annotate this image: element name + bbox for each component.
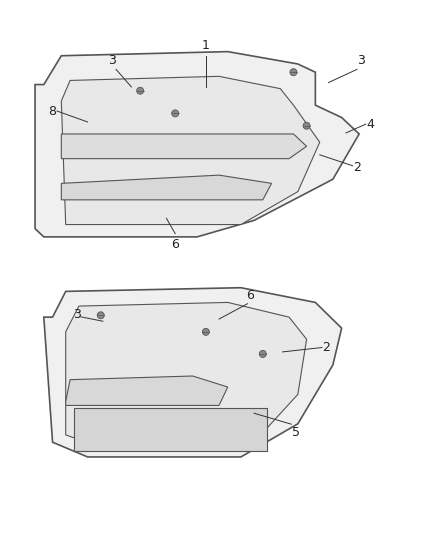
Text: 8: 8	[49, 104, 57, 117]
PathPatch shape	[44, 288, 342, 457]
Text: 2: 2	[353, 161, 361, 174]
Text: 3: 3	[357, 54, 365, 67]
Ellipse shape	[118, 178, 145, 189]
Bar	[175, 322, 237, 358]
PathPatch shape	[66, 376, 228, 406]
Circle shape	[303, 122, 310, 129]
Circle shape	[290, 69, 297, 76]
Circle shape	[172, 110, 179, 117]
PathPatch shape	[61, 175, 272, 200]
Ellipse shape	[188, 408, 250, 439]
PathPatch shape	[61, 76, 320, 224]
Text: 6: 6	[171, 238, 179, 251]
Ellipse shape	[99, 381, 138, 400]
Bar	[180, 326, 228, 338]
Text: 4: 4	[366, 118, 374, 131]
Text: 6: 6	[247, 288, 254, 302]
Bar	[74, 408, 267, 451]
PathPatch shape	[66, 302, 307, 446]
Circle shape	[259, 350, 266, 358]
Bar	[164, 111, 195, 125]
Bar	[123, 86, 201, 130]
Text: 2: 2	[322, 341, 330, 354]
Text: 3: 3	[108, 54, 116, 67]
Bar	[164, 94, 195, 108]
Bar	[180, 341, 228, 353]
Ellipse shape	[118, 207, 145, 217]
Text: 5: 5	[292, 426, 300, 439]
PathPatch shape	[61, 134, 307, 159]
Bar	[127, 94, 158, 108]
Circle shape	[97, 312, 104, 319]
Ellipse shape	[66, 178, 92, 189]
Ellipse shape	[66, 207, 92, 217]
Bar	[127, 111, 158, 125]
Circle shape	[137, 87, 144, 94]
PathPatch shape	[35, 52, 359, 237]
Text: 3: 3	[73, 308, 81, 321]
Text: 1: 1	[202, 39, 210, 52]
Circle shape	[202, 328, 209, 335]
